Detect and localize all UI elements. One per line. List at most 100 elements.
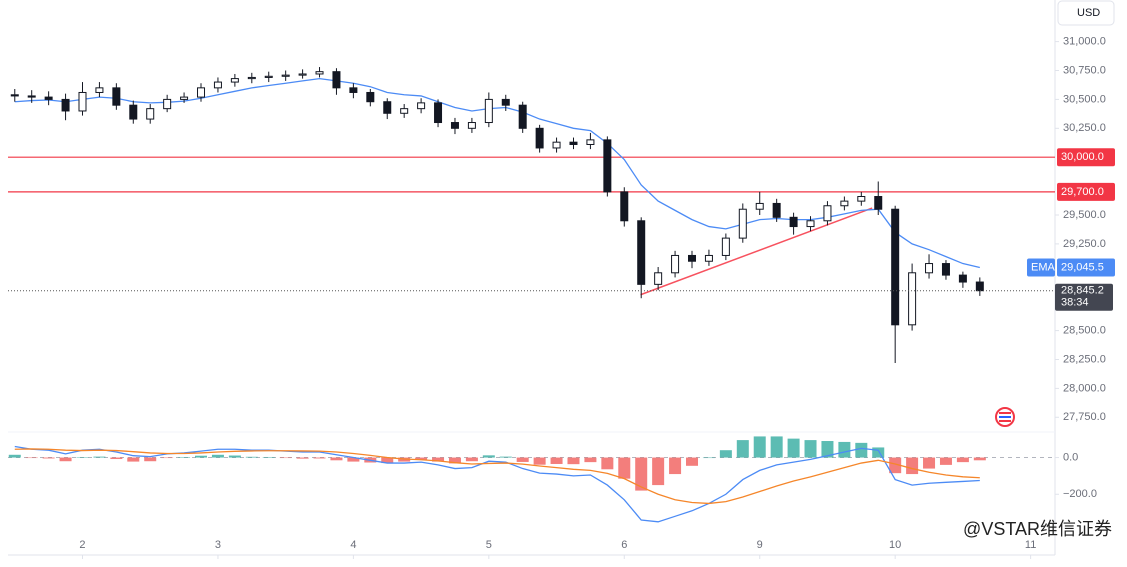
candle-body xyxy=(806,220,815,228)
candle-body xyxy=(958,274,967,283)
y-tick-label: 30,750.0 xyxy=(1063,64,1106,76)
candle-body xyxy=(518,104,527,129)
y-tick-label: 0.0 xyxy=(1063,451,1078,463)
y-tick-label: 29,500.0 xyxy=(1063,209,1106,221)
ema-name: EMA xyxy=(1031,261,1056,273)
histogram-bar xyxy=(838,441,851,458)
countdown: 38:34 xyxy=(1061,297,1089,309)
histogram-bar xyxy=(669,457,682,475)
candle-body xyxy=(789,216,798,228)
ema-value-label: 29,045.5 xyxy=(1061,261,1104,273)
histogram-bar xyxy=(42,457,55,459)
histogram-bar xyxy=(262,456,275,458)
histogram-bar xyxy=(804,440,817,458)
histogram-bar xyxy=(923,457,936,469)
histogram-bar xyxy=(872,447,885,458)
histogram-bar xyxy=(855,442,868,458)
histogram-bar xyxy=(465,457,478,462)
candle-body xyxy=(230,78,239,83)
candle-body xyxy=(908,272,917,326)
candle-body xyxy=(688,254,697,262)
candle-body xyxy=(975,281,984,292)
histogram-bar xyxy=(8,454,21,458)
candle-body xyxy=(44,96,53,100)
candle-body xyxy=(332,71,341,89)
currency-label: USD xyxy=(1077,7,1100,19)
histogram-bar xyxy=(821,441,834,458)
candle-body xyxy=(501,98,510,106)
histogram-bar xyxy=(161,457,174,459)
histogram-bar xyxy=(76,457,89,458)
candle-body xyxy=(95,87,104,93)
candle-body xyxy=(281,74,290,77)
histogram-bar xyxy=(550,457,563,464)
histogram-bar xyxy=(228,455,241,458)
candle-body xyxy=(569,141,578,145)
histogram-bar xyxy=(245,456,258,458)
histogram-bar xyxy=(889,457,902,474)
candle-body xyxy=(163,98,172,110)
candle-body xyxy=(213,81,222,89)
y-tick-label: −200.0 xyxy=(1063,488,1097,500)
histogram-bar xyxy=(279,457,292,459)
candle-body xyxy=(857,196,866,202)
histogram-bar xyxy=(906,457,919,475)
y-tick-label: 31,000.0 xyxy=(1063,36,1106,48)
ema-line xyxy=(14,77,980,269)
candle-body xyxy=(383,101,392,114)
histogram-bar xyxy=(939,457,952,465)
candle-body xyxy=(840,200,849,207)
histogram-bar xyxy=(567,457,580,465)
candle-body xyxy=(535,127,544,149)
x-tick-label: 3 xyxy=(215,539,221,551)
candle-body xyxy=(400,108,409,114)
candle-body xyxy=(129,104,138,120)
histogram-bar xyxy=(736,440,749,458)
level-label: 30,000.0 xyxy=(1061,151,1104,163)
histogram-bar xyxy=(448,457,461,464)
candle-body xyxy=(146,108,155,120)
y-tick-label: 28,000.0 xyxy=(1063,382,1106,394)
candle-body xyxy=(874,196,883,210)
last-price-box xyxy=(1055,283,1113,311)
histogram-bar xyxy=(25,457,38,459)
x-tick-label: 2 xyxy=(79,539,85,551)
ema-name-box xyxy=(1027,258,1055,277)
histogram-bar xyxy=(330,457,343,461)
candle-body xyxy=(823,205,832,222)
level-label: 29,700.0 xyxy=(1061,186,1104,198)
y-tick-label: 27,750.0 xyxy=(1063,411,1106,423)
histogram-bar xyxy=(516,457,529,462)
candle-body xyxy=(10,94,19,97)
histogram-bar xyxy=(381,457,394,464)
x-tick-label: 5 xyxy=(486,539,492,551)
currency-box[interactable] xyxy=(1057,0,1115,26)
candle-body xyxy=(620,191,629,222)
trendline xyxy=(640,207,873,296)
candle-body xyxy=(78,91,87,112)
candle-body xyxy=(349,87,358,93)
last-price-label: 28,845.2 xyxy=(1061,285,1104,297)
x-tick-label: 4 xyxy=(350,539,356,551)
histogram-bar xyxy=(584,457,597,463)
candle-body xyxy=(721,237,730,256)
candle-body xyxy=(417,102,426,110)
candle-body xyxy=(552,141,561,149)
candle-body xyxy=(180,96,189,100)
histogram-bar xyxy=(347,457,360,462)
histogram-bar xyxy=(753,436,766,458)
candle-body xyxy=(654,272,663,285)
histogram-bar xyxy=(178,456,191,458)
candle-body xyxy=(298,73,307,76)
candle-body xyxy=(891,208,900,326)
candle-body xyxy=(755,202,764,210)
level-label-box xyxy=(1057,148,1115,167)
candle-body xyxy=(637,220,646,285)
candle-body xyxy=(197,87,206,98)
candle-body xyxy=(315,71,324,75)
histogram-bar xyxy=(787,438,800,458)
y-tick-label: 29,250.0 xyxy=(1063,238,1106,250)
y-tick-label: 28,500.0 xyxy=(1063,324,1106,336)
x-tick-label: 10 xyxy=(889,539,901,551)
